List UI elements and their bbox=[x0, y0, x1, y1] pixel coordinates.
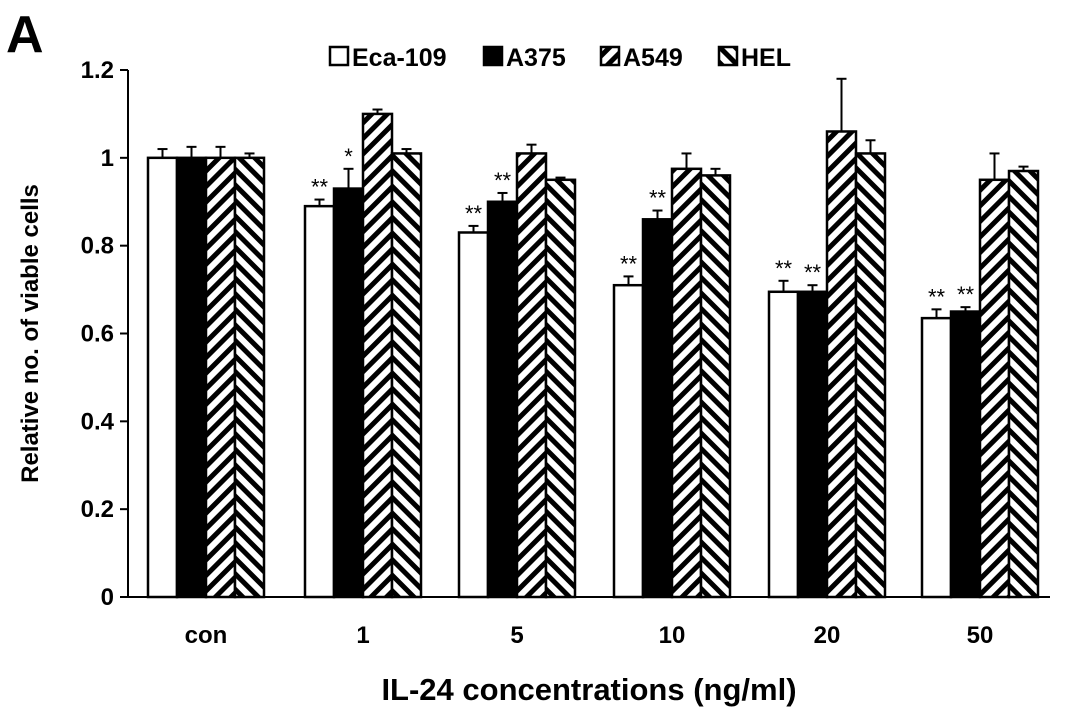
bar-hel bbox=[390, 152, 423, 599]
y-tick-label: 0 bbox=[101, 584, 114, 611]
bar-eca-109 bbox=[303, 204, 336, 599]
bar-a375 bbox=[949, 310, 982, 599]
bar-hel bbox=[1007, 169, 1040, 599]
x-tick-label: 1 bbox=[356, 622, 369, 649]
bar-eca-109 bbox=[612, 283, 645, 599]
legend-label: Eca-109 bbox=[352, 44, 447, 72]
y-tick-label: 0.6 bbox=[81, 321, 114, 348]
bar-hel bbox=[233, 156, 266, 599]
legend-swatch bbox=[599, 45, 621, 67]
bar-a375 bbox=[332, 187, 365, 599]
y-tick-label: 0.8 bbox=[81, 233, 114, 260]
bar-a375 bbox=[175, 156, 208, 599]
y-tick-label: 0.2 bbox=[81, 496, 114, 523]
bar-hel bbox=[699, 174, 732, 599]
bar-a549 bbox=[670, 167, 703, 599]
significance-mark: ** bbox=[928, 284, 946, 309]
y-tick-label: 1 bbox=[101, 145, 114, 172]
significance-mark: * bbox=[344, 144, 353, 169]
bar-a375 bbox=[486, 200, 519, 599]
x-tick-label: 20 bbox=[814, 622, 841, 649]
panel-label: A bbox=[6, 6, 44, 64]
x-tick-label: 5 bbox=[510, 622, 523, 649]
x-tick-label: 10 bbox=[659, 622, 686, 649]
bar-a549 bbox=[361, 112, 394, 599]
y-tick-label: 1.2 bbox=[81, 57, 114, 84]
y-axis-title: Relative no. of viable cells bbox=[17, 184, 44, 483]
significance-mark: ** bbox=[465, 201, 483, 226]
bar-eca-109 bbox=[457, 231, 490, 599]
bar-a375 bbox=[796, 290, 829, 599]
bar-a549 bbox=[204, 156, 237, 599]
legend-swatch bbox=[328, 45, 350, 67]
significance-mark: ** bbox=[649, 186, 667, 211]
legend-label: A549 bbox=[623, 44, 683, 72]
bar-a549 bbox=[825, 130, 858, 599]
bar-eca-109 bbox=[146, 156, 179, 599]
x-tick-label: 50 bbox=[967, 622, 994, 649]
legend: Eca-109 A375 A549 HEL bbox=[328, 44, 791, 72]
bar-eca-109 bbox=[767, 290, 800, 599]
legend-label: HEL bbox=[741, 44, 791, 72]
y-tick-label: 0.4 bbox=[81, 408, 115, 435]
significance-mark: ** bbox=[494, 168, 512, 193]
legend-swatch bbox=[482, 45, 504, 67]
bar-hel bbox=[854, 152, 887, 599]
bar-a549 bbox=[515, 152, 548, 599]
significance-mark: ** bbox=[311, 175, 329, 200]
legend-label: A375 bbox=[506, 44, 566, 72]
significance-mark: ** bbox=[775, 256, 793, 281]
bar-a549 bbox=[978, 178, 1011, 599]
bar-a375 bbox=[641, 218, 674, 599]
x-axis-title: IL-24 concentrations (ng/ml) bbox=[381, 672, 796, 707]
significance-mark: ** bbox=[620, 251, 638, 276]
significance-mark: ** bbox=[957, 282, 975, 307]
significance-mark: ** bbox=[804, 260, 822, 285]
bar-hel bbox=[544, 178, 577, 599]
bar-eca-109 bbox=[920, 316, 953, 599]
legend-swatch bbox=[717, 45, 739, 67]
x-tick-label: con bbox=[185, 622, 228, 649]
